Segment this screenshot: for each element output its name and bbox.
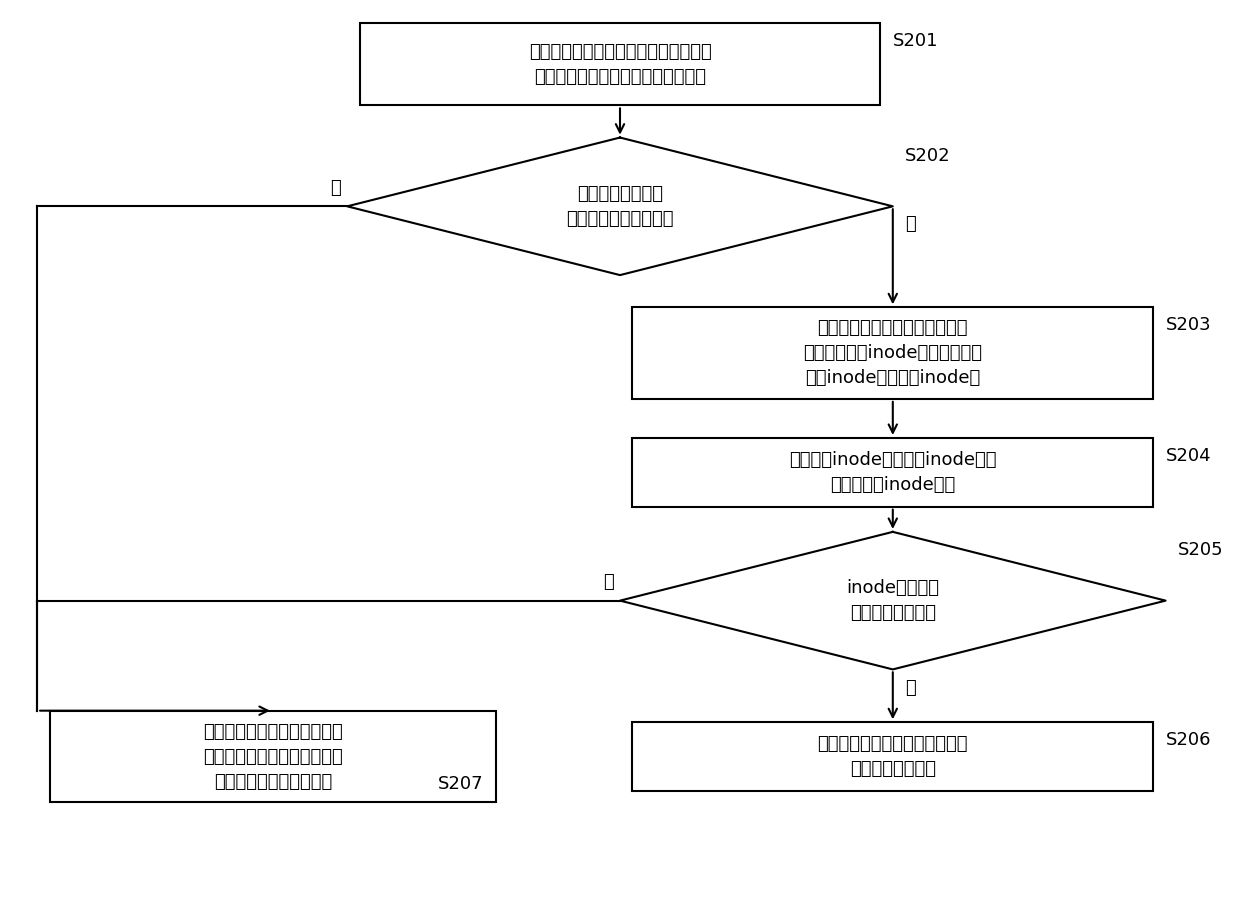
Text: S204: S204 [1166, 447, 1211, 465]
Text: 计算第二可用存储空间与第一可用存储
空间的差值，得到可用存储空间差值: 计算第二可用存储空间与第一可用存储 空间的差值，得到可用存储空间差值 [528, 43, 712, 85]
FancyBboxPatch shape [360, 23, 880, 105]
Text: 确定目标文件系统在发生异常事
件时未处于写状态: 确定目标文件系统在发生异常事 件时未处于写状态 [817, 735, 968, 778]
Text: 可用存储空间差值
是否大于第一预设差值: 可用存储空间差值 是否大于第一预设差值 [567, 185, 673, 227]
Text: 确定目标文件系统在发生异常
事件时处于写状态，并为目标
文件系统附加待修复标记: 确定目标文件系统在发生异常 事件时处于写状态，并为目标 文件系统附加待修复标记 [203, 723, 342, 790]
FancyBboxPatch shape [632, 307, 1153, 399]
Text: inode差值是否
大于第二预设差值: inode差值是否 大于第二预设差值 [846, 580, 940, 622]
Text: S205: S205 [1178, 541, 1224, 559]
FancyBboxPatch shape [50, 711, 496, 802]
Text: 否: 否 [905, 679, 916, 697]
FancyBboxPatch shape [632, 438, 1153, 506]
Text: S202: S202 [905, 147, 951, 165]
Text: 否: 否 [905, 215, 916, 234]
Text: 是: 是 [603, 573, 614, 591]
Text: S203: S203 [1166, 316, 1211, 335]
Text: 计算第二inode数与第一inode数的
差值，得到inode差值: 计算第二inode数与第一inode数的 差值，得到inode差值 [789, 451, 997, 493]
Text: S201: S201 [893, 32, 939, 50]
Text: S207: S207 [438, 775, 484, 793]
Text: 是: 是 [330, 179, 341, 197]
Text: 分别获取目标文件系统在目标时
间节点前后的inode数，对应得到
第一inode数和第二inode数: 分别获取目标文件系统在目标时 间节点前后的inode数，对应得到 第一inode… [804, 319, 982, 387]
FancyBboxPatch shape [632, 723, 1153, 790]
Text: S206: S206 [1166, 732, 1211, 749]
